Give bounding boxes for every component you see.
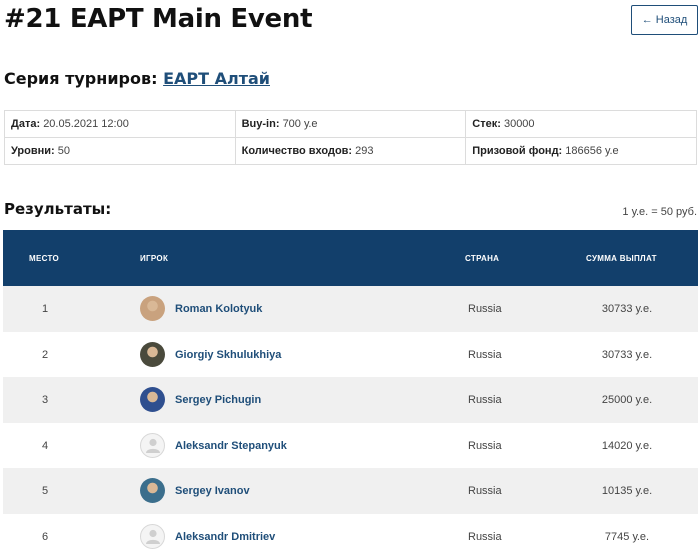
place-cell: 4 <box>41 439 49 452</box>
place-cell: 6 <box>41 530 49 543</box>
series-link[interactable]: EAPT Алтай <box>163 69 270 88</box>
player-link[interactable]: Giorgiy Skhulukhiya <box>175 348 282 361</box>
player-link[interactable]: Aleksandr Dmitriev <box>175 530 276 543</box>
place-cell: 5 <box>41 485 49 497</box>
avatar[interactable] <box>140 387 165 412</box>
payout-cell: 10135 у.е. <box>601 485 653 497</box>
currency-rate-note: 1 у.е. = 50 руб. <box>622 206 697 218</box>
country-cell: Russia <box>468 530 502 543</box>
default-user-icon[interactable] <box>140 432 165 458</box>
country-cell: Russia <box>468 348 502 361</box>
table-row: 3 Sergey Pichugin Russia 25000 у.е. <box>3 377 698 423</box>
table-row: 5 Sergey Ivanov Russia 10135 у.е. <box>3 468 698 514</box>
info-prize-pool: Призовой фонд: 186656 у.е <box>465 137 697 165</box>
info-entries: Количество входов: 293 <box>234 137 467 165</box>
back-button[interactable]: ← Назад <box>631 5 698 35</box>
column-header-player: ИГРОК <box>140 254 169 263</box>
payout-cell: 30733 у.е. <box>601 348 653 361</box>
payout-cell: 7745 у.е. <box>604 530 650 543</box>
table-row: 2 Giorgiy Skhulukhiya Russia 30733 у.е. <box>3 331 698 377</box>
results-table-header: МЕСТО ИГРОК СТРАНА СУММА ВЫПЛАТ <box>3 230 698 286</box>
results-table-body: 1 Roman Kolotyuk Russia 30733 у.е. 2 Giorgiy … <box>3 286 698 556</box>
series-line: Серия турниров: EAPT Алтай <box>4 69 270 88</box>
place-cell: 1 <box>41 303 49 315</box>
player-link[interactable]: Roman Kolotyuk <box>175 303 263 315</box>
place-cell: 2 <box>41 348 49 361</box>
column-header-place: МЕСТО <box>29 254 59 263</box>
page-title: #21 EAPT Main Event <box>4 4 313 34</box>
payout-cell: 30733 у.е. <box>601 303 653 315</box>
country-cell: Russia <box>468 439 502 452</box>
country-cell: Russia <box>468 485 502 497</box>
info-buyin: Buy-in: 700 у.е <box>234 110 467 138</box>
info-levels: Уровни: 50 <box>4 137 236 165</box>
table-row: 4 Aleksandr Stepanyuk Russia 14020 у.е. <box>3 422 698 468</box>
player-link[interactable]: Sergey Pichugin <box>175 394 262 406</box>
payout-cell: 25000 у.е. <box>601 394 653 406</box>
avatar[interactable] <box>140 296 165 321</box>
default-user-icon[interactable] <box>140 523 165 549</box>
tournament-info-table: Дата: 20.05.2021 12:00 Buy-in: 700 у.е С… <box>4 110 697 165</box>
results-title: Результаты: <box>4 200 112 218</box>
player-link[interactable]: Aleksandr Stepanyuk <box>175 439 287 452</box>
column-header-country: СТРАНА <box>465 254 500 263</box>
column-header-payout: СУММА ВЫПЛАТ <box>586 254 657 263</box>
table-row: 6 Aleksandr Dmitriev Russia 7745 у.е. <box>3 513 698 556</box>
country-cell: Russia <box>468 394 502 406</box>
place-cell: 3 <box>41 394 49 406</box>
info-stack: Стек: 30000 <box>465 110 697 138</box>
player-link[interactable]: Sergey Ivanov <box>175 485 250 497</box>
avatar[interactable] <box>140 478 165 503</box>
avatar[interactable] <box>140 341 165 367</box>
table-row: 1 Roman Kolotyuk Russia 30733 у.е. <box>3 286 698 332</box>
payout-cell: 14020 у.е. <box>601 439 653 452</box>
country-cell: Russia <box>468 303 502 315</box>
info-date: Дата: 20.05.2021 12:00 <box>4 110 236 138</box>
series-label: Серия турниров: <box>4 69 158 88</box>
